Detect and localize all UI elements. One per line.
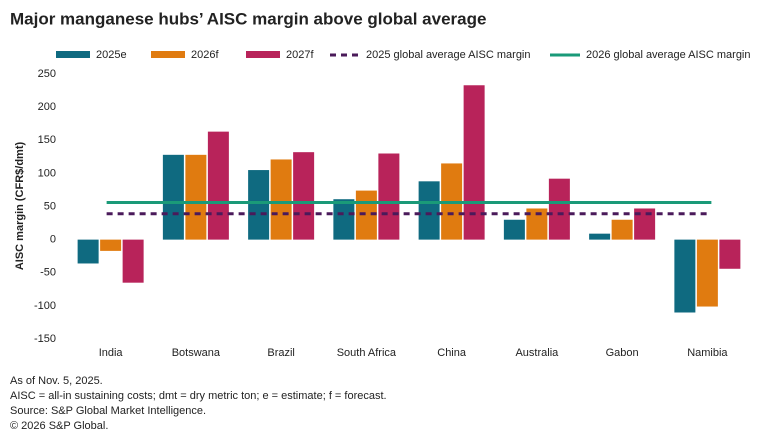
bar [634, 208, 656, 240]
bar [611, 219, 633, 240]
x-tick-label: India [99, 347, 124, 359]
legend-swatch [246, 51, 280, 58]
x-tick-label: South Africa [337, 347, 397, 359]
bar [122, 239, 144, 283]
bar [589, 233, 611, 240]
footnote: Source: S&P Global Market Intelligence. [10, 405, 206, 417]
bar [674, 239, 696, 313]
bar [270, 159, 292, 240]
bar [719, 239, 741, 269]
y-tick-label: 150 [38, 134, 56, 146]
chart-title: Major manganese hubs’ AISC margin above … [10, 9, 486, 28]
bar [100, 239, 122, 251]
bar [503, 219, 525, 240]
y-tick-label: 100 [38, 167, 56, 179]
bar [248, 170, 270, 240]
legend-label: 2025 global average AISC margin [366, 49, 531, 61]
footnote: As of Nov. 5, 2025. [10, 375, 103, 387]
bar [378, 153, 400, 240]
x-tick-label: China [437, 347, 467, 359]
bar [463, 85, 485, 240]
bar [162, 154, 184, 240]
bar [185, 154, 207, 240]
y-tick-label: 200 [38, 101, 56, 113]
legend-label: 2026 global average AISC margin [586, 49, 751, 61]
y-tick-label: -150 [34, 333, 56, 345]
y-tick-label: 0 [50, 234, 56, 246]
bar [526, 208, 548, 240]
legend-label: 2027f [286, 49, 314, 61]
x-tick-label: Namibia [687, 347, 728, 359]
bar [333, 199, 355, 240]
y-tick-label: 50 [44, 200, 56, 212]
bar [696, 239, 718, 307]
bar [77, 239, 99, 264]
footnote: AISC = all-in sustaining costs; dmt = dr… [10, 390, 387, 402]
y-tick-label: 250 [38, 68, 56, 80]
bar [207, 131, 229, 240]
legend-swatch [151, 51, 185, 58]
legend-label: 2025e [96, 49, 127, 61]
bar [293, 152, 315, 240]
footnote: © 2026 S&P Global. [10, 420, 108, 432]
y-tick-label: -50 [40, 267, 56, 279]
y-axis-label: AISC margin (CFR$/dmt) [14, 141, 26, 270]
x-tick-label: Botswana [172, 347, 221, 359]
legend-label: 2026f [191, 49, 219, 61]
x-tick-label: Gabon [606, 347, 639, 359]
x-tick-label: Australia [515, 347, 559, 359]
legend-swatch [56, 51, 90, 58]
y-tick-label: -100 [34, 300, 56, 312]
x-tick-label: Brazil [267, 347, 295, 359]
bar [418, 181, 440, 240]
bar [548, 178, 570, 240]
